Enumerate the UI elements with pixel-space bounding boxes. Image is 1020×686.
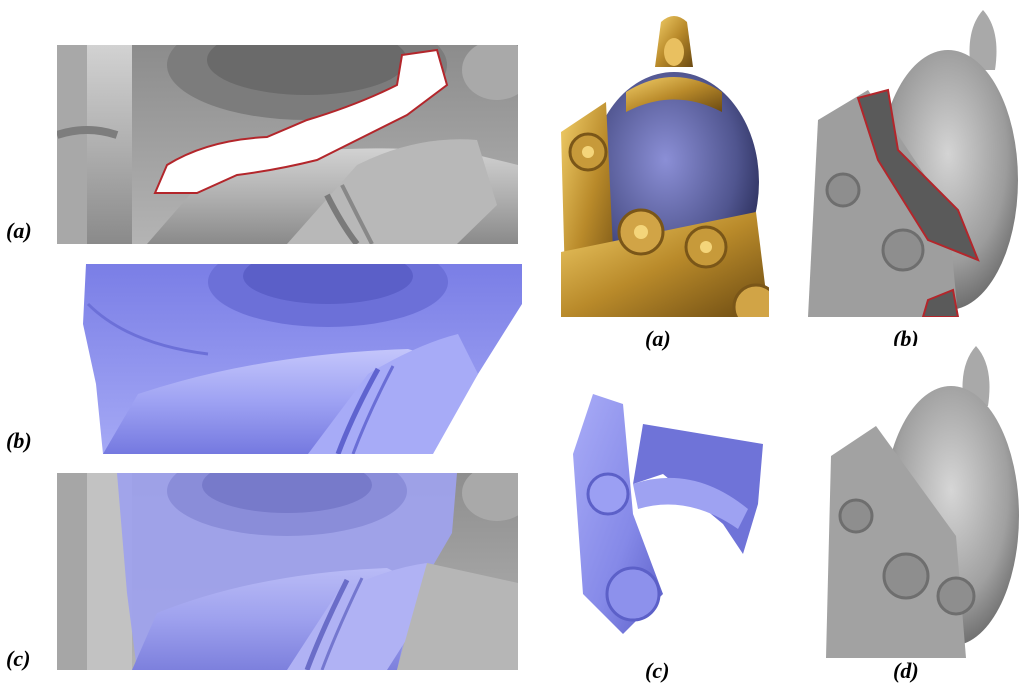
left-panel-a-gray-mesh-with-hole (57, 45, 518, 244)
right-panel-c-blue-band-patch (563, 394, 770, 634)
right-label-a: (a) (645, 326, 671, 351)
left-label-b: (b) (6, 428, 32, 453)
hole-outline (153, 48, 449, 194)
left-label-c: (c) (6, 646, 31, 671)
left-c-render (57, 473, 518, 670)
right-d-render (826, 346, 1020, 658)
left-b-render (83, 264, 522, 454)
right-c-render (563, 394, 770, 634)
hole-1 (856, 88, 980, 262)
right-b-render (808, 10, 1020, 317)
right-label-b: (b) (893, 326, 919, 351)
left-panel-c-combined-mesh (57, 473, 518, 670)
left-a-render (57, 45, 518, 244)
left-panel-b-blue-mesh-patch (78, 264, 522, 454)
right-a-render (556, 12, 769, 317)
right-label-d: (d) (893, 658, 919, 683)
hole-2 (921, 288, 960, 317)
right-label-c: (c) (645, 658, 670, 683)
left-label-a: (a) (6, 218, 32, 243)
right-panel-d-completed-crown (826, 346, 1020, 658)
right-panel-b-crown-with-holes (808, 10, 1020, 317)
right-panel-a-crown-photo (556, 12, 769, 317)
